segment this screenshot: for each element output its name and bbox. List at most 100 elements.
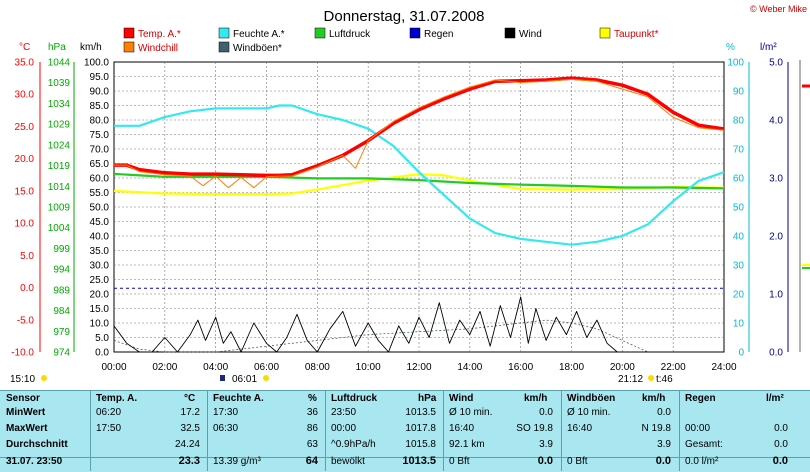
pct-tick-label: 30 <box>733 261 745 272</box>
legend-label: Luftdruck <box>329 29 371 40</box>
hdr-hum-unit: % <box>308 393 317 404</box>
hdr-wind: Wind <box>449 393 474 404</box>
kmh-tick-label: 85.0 <box>90 101 110 112</box>
table-cell-label: MinWert <box>6 407 46 418</box>
pct-tick-label: 80 <box>733 116 745 127</box>
hdr-gust-unit: km/h <box>642 393 666 404</box>
table-cell-rain-val: 0.0 <box>772 455 788 467</box>
col-divider <box>325 390 326 471</box>
kmh-tick-label: 25.0 <box>90 275 110 286</box>
pct-tick-label: 60 <box>733 174 745 185</box>
temp-tick-label: -5.0 <box>17 315 35 326</box>
table-cell-hum-val: 36 <box>306 407 318 418</box>
hpa-axis-unit: hPa <box>48 42 66 53</box>
temp-tick-label: 15.0 <box>15 186 35 197</box>
kmh-tick-label: 20.0 <box>90 290 110 301</box>
kmh-tick-label: 70.0 <box>90 145 110 156</box>
table-cell-rain-a: Gesamt: <box>685 439 723 450</box>
series-line-feuchte-a <box>114 104 725 246</box>
hpa-tick-label: 1034 <box>48 99 71 110</box>
table-cell-hum-time: 17:30 <box>213 407 239 418</box>
kmh-tick-label: 50.0 <box>90 203 110 214</box>
table-cell-wind-a: Ø 10 min. <box>449 407 493 418</box>
sun-marker-icon <box>263 375 269 381</box>
x-tick-label: 24:00 <box>711 362 736 373</box>
legend-swatch <box>218 27 230 39</box>
lm2-tick-label: 5.0 <box>769 58 783 69</box>
table-cell-press-val: 1015.8 <box>405 439 436 450</box>
hdr-temp: Temp. A. <box>96 393 138 404</box>
legend-swatch <box>599 27 611 39</box>
table-cell-press-val: 1013.5 <box>405 407 436 418</box>
kmh-tick-label: 75.0 <box>90 130 110 141</box>
table-cell-temp-val: 23.3 <box>178 455 200 467</box>
temp-axis-unit: °C <box>19 42 30 53</box>
kmh-tick-label: 100.0 <box>84 58 109 69</box>
lm2-axis-unit: l/m² <box>760 42 777 53</box>
below-left-time: 15:10 <box>10 374 35 385</box>
x-tick-label: 10:00 <box>356 362 381 373</box>
legend-swatch <box>504 27 516 39</box>
table-cell-label: MaxWert <box>6 423 48 434</box>
hpa-tick-label: 999 <box>53 244 70 255</box>
hpa-tick-label: 1009 <box>48 203 71 214</box>
hdr-sensor: Sensor <box>6 393 40 404</box>
table-cell-hum-time: 06:30 <box>213 423 239 434</box>
legend-swatch <box>409 27 421 39</box>
hpa-tick-label: 984 <box>53 306 70 317</box>
legend-label: Temp. A.* <box>138 29 181 40</box>
x-tick-label: 08:00 <box>305 362 330 373</box>
series-line-windb-en <box>113 319 724 353</box>
hdr-wind-unit: km/h <box>524 393 548 404</box>
legend-swatch <box>314 27 326 39</box>
below-right-time2: t:46 <box>656 374 673 385</box>
hdr-temp-unit: °C <box>184 393 196 404</box>
table-cell-press-time: ^0.9hPa/h <box>331 439 376 450</box>
kmh-tick-label: 15.0 <box>90 304 110 315</box>
table-cell-wind-a: 0 Bft <box>449 456 470 467</box>
legend-label: Feuchte A.* <box>233 29 285 40</box>
table-cell-hum-val: 86 <box>306 423 318 434</box>
table-cell-rain-a: 0.0 l/m² <box>685 456 719 467</box>
hdr-rain-unit: l/m² <box>766 393 784 404</box>
temp-tick-label: 5.0 <box>20 251 34 262</box>
x-tick-label: 22:00 <box>661 362 686 373</box>
temp-tick-label: 20.0 <box>15 154 35 165</box>
table-cell-temp-val: 17.2 <box>180 407 200 418</box>
pct-tick-label: 90 <box>733 87 745 98</box>
kmh-tick-label: 65.0 <box>90 159 110 170</box>
kmh-tick-label: 5.0 <box>95 333 109 344</box>
kmh-tick-label: 80.0 <box>90 116 110 127</box>
col-divider <box>679 390 680 471</box>
table-cell-label: 31.07. 23:50 <box>6 456 63 467</box>
kmh-tick-label: 55.0 <box>90 188 110 199</box>
legend-label: Regen <box>424 29 453 40</box>
temp-tick-label: 25.0 <box>15 122 35 133</box>
table-cell-temp-time: 17:50 <box>96 423 122 434</box>
table-cell-gust-a: Ø 10 min. <box>567 407 611 418</box>
kmh-tick-label: 30.0 <box>90 261 110 272</box>
series-line-temp-a <box>114 76 725 178</box>
moonset-marker-icon <box>220 375 225 381</box>
pct-tick-label: 0 <box>738 348 744 359</box>
hdr-gust: Windböen <box>567 393 616 404</box>
col-divider <box>207 390 208 471</box>
chart-title: Donnerstag, 31.07.2008 <box>324 8 485 25</box>
hpa-tick-label: 1029 <box>48 120 71 131</box>
col-divider <box>90 390 91 471</box>
series-line-windchill <box>114 78 725 189</box>
table-cell-label: Durchschnitt <box>6 439 68 450</box>
sunset-marker-icon <box>648 375 654 381</box>
table-cell-press-time: 23:50 <box>331 407 357 418</box>
lm2-tick-label: 3.0 <box>769 174 783 185</box>
hpa-tick-label: 979 <box>53 327 70 338</box>
kmh-tick-label: 95.0 <box>90 72 110 83</box>
lm2-tick-label: 2.0 <box>769 232 783 243</box>
table-cell-temp-time: 06:20 <box>96 407 122 418</box>
kmh-tick-label: 10.0 <box>90 319 110 330</box>
sunrise-marker-icon <box>41 375 47 381</box>
table-cell-press-time: bewölkt <box>331 456 365 467</box>
kmh-tick-label: 90.0 <box>90 87 110 98</box>
temp-tick-label: 30.0 <box>15 90 35 101</box>
pct-tick-label: 70 <box>733 145 745 156</box>
